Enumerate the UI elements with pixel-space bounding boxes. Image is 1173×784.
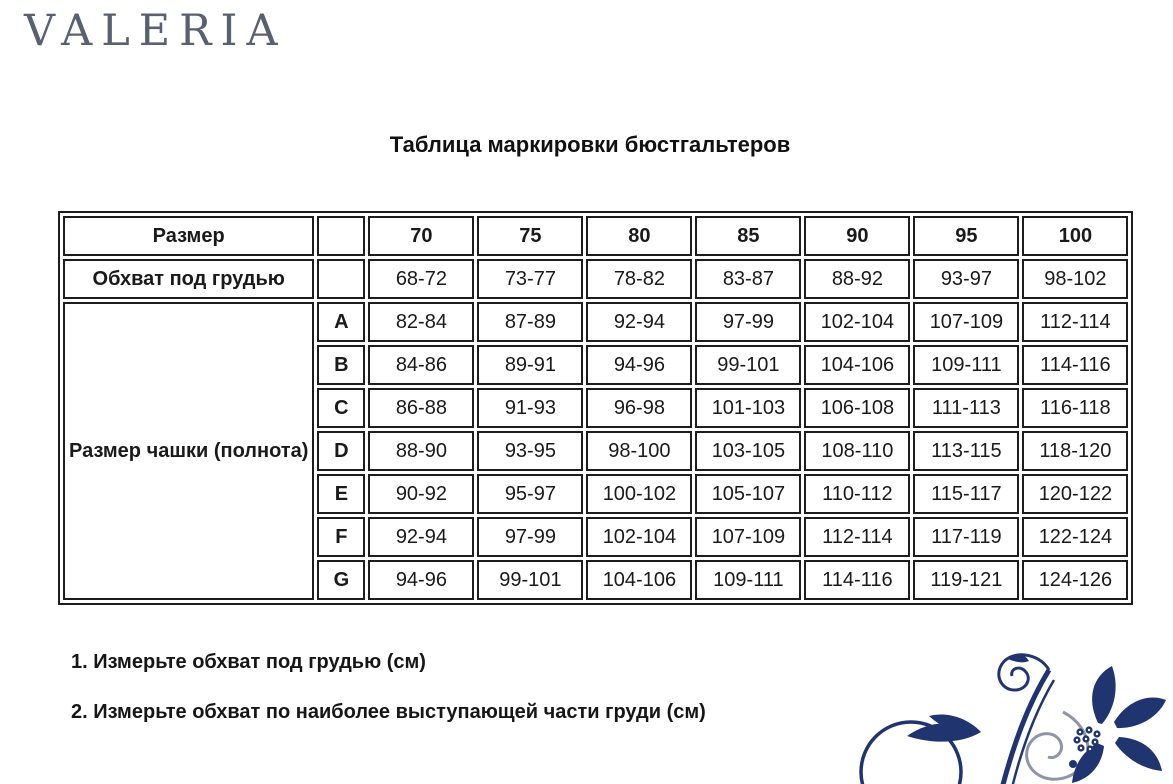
- cup-value-cell: 89-91: [477, 345, 584, 385]
- cup-value-cell: 107-109: [913, 302, 1020, 342]
- cup-letter-cell: E: [317, 474, 366, 514]
- cup-row-a: Размер чашки (полнота) A 82-84 87-89 92-94 97…: [63, 302, 1129, 600]
- underbust-value-cell: 73-77: [477, 259, 584, 299]
- underbust-value-cell: 78-82: [586, 259, 693, 299]
- band-size-header-cell: 100: [1022, 216, 1129, 256]
- cup-value-cell: 86-88: [368, 388, 475, 428]
- cup-value-cell: 108-110: [804, 431, 911, 471]
- cup-row-e: E 90-92 95-97 100-102 105-107 110-112 115-117 1…: [63, 474, 1129, 514]
- underbust-value-cell: 83-87: [695, 259, 802, 299]
- cup-value-cell: 95-97: [477, 474, 584, 514]
- band-size-header-cell: 70: [368, 216, 475, 256]
- cup-value-cell: 116-118: [1022, 388, 1129, 428]
- cup-value-cell: 90-92: [368, 474, 475, 514]
- cup-value-cell: 96-98: [586, 388, 693, 428]
- cup-letter-cell: B: [317, 345, 366, 385]
- cup-value-cell: 88-90: [368, 431, 475, 471]
- cup-row-f: F 92-94 97-99 102-104 107-109 112-114 117-119 1…: [63, 517, 1129, 557]
- size-table: Размер 70 75 80 85 90 95 100 Обхват под грудью 68…: [58, 211, 1134, 605]
- cup-value-cell: 106-108: [804, 388, 911, 428]
- cup-value-cell: 94-96: [368, 560, 475, 600]
- underbust-row-label: Обхват под грудью: [63, 259, 315, 299]
- underbust-value-cell: 93-97: [913, 259, 1020, 299]
- underbust-value-cell: 98-102: [1022, 259, 1129, 299]
- band-size-header-cell: 80: [586, 216, 693, 256]
- size-table-body: Размер 70 75 80 85 90 95 100 Обхват под грудью 68…: [63, 216, 1129, 600]
- cup-value-cell: 111-113: [913, 388, 1020, 428]
- cup-value-cell: 105-107: [695, 474, 802, 514]
- cup-value-cell: 109-111: [913, 345, 1020, 385]
- cup-value-cell: 113-115: [913, 431, 1020, 471]
- cup-value-cell: 82-84: [368, 302, 475, 342]
- cup-value-cell: 114-116: [804, 560, 911, 600]
- cup-value-cell: 118-120: [1022, 431, 1129, 471]
- cup-value-cell: 92-94: [368, 517, 475, 557]
- brand-logo: VALERIA: [24, 6, 287, 56]
- cup-value-cell: 99-101: [695, 345, 802, 385]
- cup-value-cell: 92-94: [586, 302, 693, 342]
- cup-value-cell: 97-99: [695, 302, 802, 342]
- cup-value-cell: 107-109: [695, 517, 802, 557]
- ornament-flower-petals: [1072, 666, 1166, 783]
- cup-value-cell: 122-124: [1022, 517, 1129, 557]
- cup-value-cell: 87-89: [477, 302, 584, 342]
- empty-cell: [317, 259, 366, 299]
- cup-value-cell: 124-126: [1022, 560, 1129, 600]
- cup-value-cell: 115-117: [913, 474, 1020, 514]
- cup-letter-cell: D: [317, 431, 366, 471]
- cup-value-cell: 98-100: [586, 431, 693, 471]
- cup-value-cell: 104-106: [586, 560, 693, 600]
- cup-value-cell: 110-112: [804, 474, 911, 514]
- cup-row-b: B 84-86 89-91 94-96 99-101 104-106 109-111 114-…: [63, 345, 1129, 385]
- cup-row-c: C 86-88 91-93 96-98 101-103 106-108 111-113 116…: [63, 388, 1129, 428]
- ornament-circle: [859, 720, 963, 784]
- instruction-step-1: 1. Измерьте обхват под грудью (см): [71, 651, 426, 673]
- cup-value-cell: 94-96: [586, 345, 693, 385]
- cup-row-g: G 94-96 99-101 104-106 109-111 114-116 119-121…: [63, 560, 1129, 600]
- underbust-row: Обхват под грудью 68-72 73-77 78-82 83-87 88-…: [63, 259, 1129, 299]
- cup-value-cell: 120-122: [1022, 474, 1129, 514]
- band-size-header-cell: 90: [804, 216, 911, 256]
- ornament-berries: [1069, 726, 1101, 768]
- empty-corner-cell: [317, 216, 366, 256]
- instruction-step-2: 2. Измерьте обхват по наиболее выступающ…: [71, 701, 706, 723]
- ornament-leaves: [907, 653, 1029, 742]
- cup-letter-cell: A: [317, 302, 366, 342]
- cup-value-cell: 84-86: [368, 345, 475, 385]
- cup-row-d: D 88-90 93-95 98-100 103-105 108-110 113-115 11…: [63, 431, 1129, 471]
- cup-value-cell: 117-119: [913, 517, 1020, 557]
- floral-swirl-ornament-icon: [859, 653, 1166, 784]
- cup-value-cell: 112-114: [1022, 302, 1129, 342]
- chart-title: Таблица маркировки бюстгальтеров: [389, 132, 791, 157]
- cup-value-cell: 99-101: [477, 560, 584, 600]
- cup-value-cell: 91-93: [477, 388, 584, 428]
- cup-value-cell: 109-111: [695, 560, 802, 600]
- cup-value-cell: 100-102: [586, 474, 693, 514]
- cup-value-cell: 97-99: [477, 517, 584, 557]
- underbust-value-cell: 68-72: [368, 259, 475, 299]
- cup-value-cell: 102-104: [586, 517, 693, 557]
- cup-value-cell: 104-106: [804, 345, 911, 385]
- cup-value-cell: 103-105: [695, 431, 802, 471]
- cup-value-cell: 102-104: [804, 302, 911, 342]
- band-size-header-cell: 85: [695, 216, 802, 256]
- measuring-instructions: 1. Измерьте обхват под грудью (см) 2. Из…: [71, 651, 706, 724]
- underbust-value-cell: 88-92: [804, 259, 911, 299]
- cup-size-group-label: Размер чашки (полнота): [63, 302, 315, 600]
- size-row-label: Размер: [63, 216, 315, 256]
- cup-letter-cell: G: [317, 560, 366, 600]
- cup-letter-cell: C: [317, 388, 366, 428]
- cup-value-cell: 119-121: [913, 560, 1020, 600]
- cup-value-cell: 112-114: [804, 517, 911, 557]
- cup-value-cell: 114-116: [1022, 345, 1129, 385]
- band-size-header-cell: 95: [913, 216, 1020, 256]
- band-size-header-row: Размер 70 75 80 85 90 95 100: [63, 216, 1129, 256]
- band-size-header-cell: 75: [477, 216, 584, 256]
- cup-letter-cell: F: [317, 517, 366, 557]
- cup-value-cell: 101-103: [695, 388, 802, 428]
- cup-value-cell: 93-95: [477, 431, 584, 471]
